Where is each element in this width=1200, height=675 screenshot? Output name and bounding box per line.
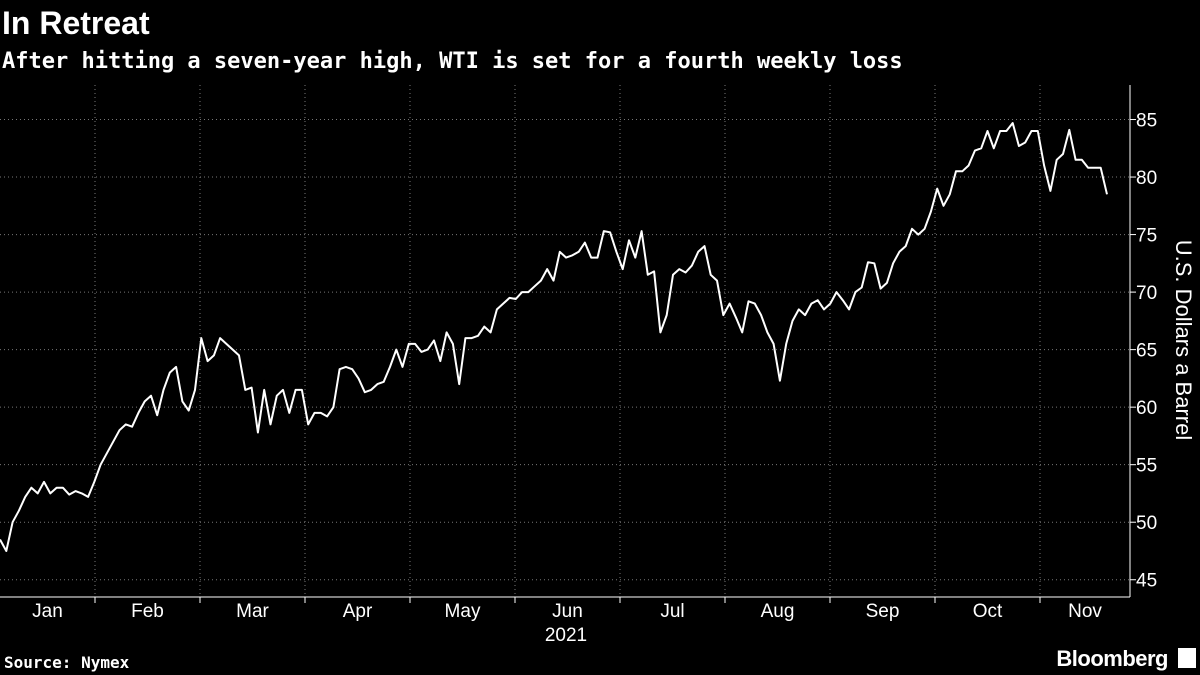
brand-icon <box>1178 648 1196 668</box>
y-axis-label: U.S. Dollars a Barrel <box>1171 240 1196 441</box>
x-tick-label: Jul <box>660 601 684 622</box>
x-tick-label: Aug <box>761 601 795 622</box>
source: Source: Nymex <box>4 653 130 672</box>
y-tick-label: 70 <box>1136 283 1157 304</box>
x-tick-label: Jan <box>32 601 63 622</box>
y-tick-label: 60 <box>1136 398 1157 419</box>
y-tick-label: 55 <box>1136 456 1157 477</box>
x-axis-label: 2021 <box>545 625 587 646</box>
x-tick-label: Jun <box>552 601 583 622</box>
x-tick-label: Apr <box>343 601 373 622</box>
y-tick-label: 75 <box>1136 226 1157 247</box>
x-tick-label: Feb <box>131 601 164 622</box>
x-tick-label: Nov <box>1068 601 1102 622</box>
y-tick-label: 50 <box>1136 513 1157 534</box>
brand: Bloomberg <box>1056 646 1168 671</box>
x-tick-label: Sep <box>866 601 900 622</box>
x-tick-label: Mar <box>236 601 269 622</box>
price-line <box>0 122 1108 552</box>
chart-title: In Retreat <box>2 5 150 41</box>
y-tick-label: 80 <box>1136 168 1157 189</box>
chart-subtitle: After hitting a seven-year high, WTI is … <box>2 49 903 74</box>
x-tick-label: May <box>445 601 481 622</box>
y-tick-label: 65 <box>1136 341 1157 362</box>
x-tick-label: Oct <box>973 601 1003 622</box>
y-tick-label: 45 <box>1136 571 1157 592</box>
y-tick-label: 85 <box>1136 111 1157 132</box>
